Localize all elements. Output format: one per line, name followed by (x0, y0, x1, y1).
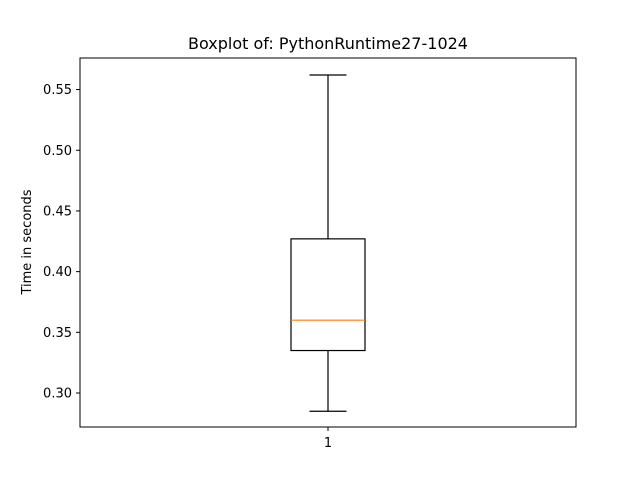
plot-area: 0.30 0.35 0.40 0.45 0.50 0.55 1 (43, 57, 577, 451)
y-tick-label: 0.35 (43, 326, 72, 341)
y-tick-label: 0.45 (43, 204, 72, 219)
x-tick-label: 1 (324, 436, 332, 451)
y-tick-label: 0.50 (43, 144, 72, 159)
y-tick-label: 0.30 (43, 387, 72, 402)
interquartile-box (290, 238, 366, 352)
plot-frame (79, 57, 577, 428)
chart-title: Boxplot of: PythonRuntime27-1024 (188, 34, 468, 53)
y-axis-label: Time in seconds (20, 189, 35, 295)
y-tick-label: 0.40 (43, 265, 72, 280)
y-tick-label: 0.55 (43, 83, 72, 98)
